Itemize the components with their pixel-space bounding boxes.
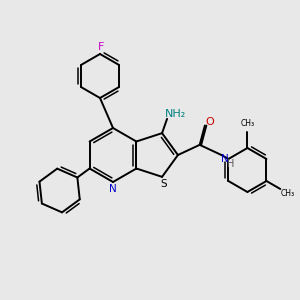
Text: H: H [227,159,234,169]
Text: NH₂: NH₂ [164,109,186,119]
Text: F: F [98,42,104,52]
Text: N: N [220,154,228,164]
Text: O: O [206,116,214,127]
Text: CH₃: CH₃ [280,188,294,197]
Text: S: S [161,179,167,189]
Text: CH₃: CH₃ [240,119,254,128]
Text: N: N [109,184,117,194]
